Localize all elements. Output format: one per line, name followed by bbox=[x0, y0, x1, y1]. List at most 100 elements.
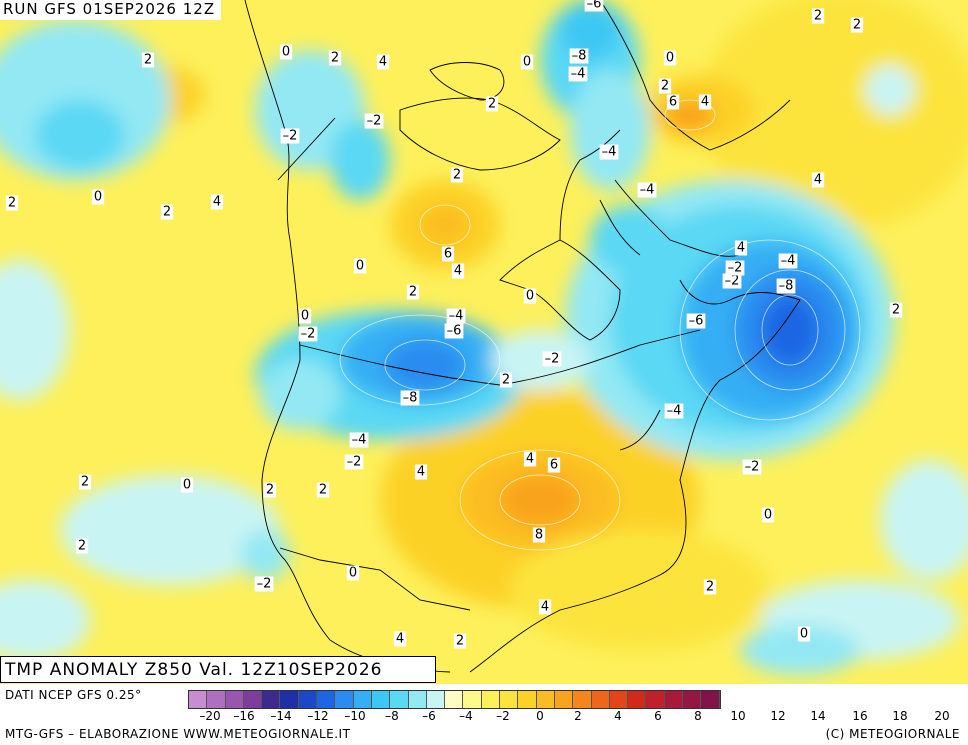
contour-value-label: –4 bbox=[664, 403, 684, 419]
svg-text:2: 2 bbox=[78, 539, 86, 554]
scale-tick-label: –12 bbox=[307, 709, 329, 723]
scale-tick-label: –16 bbox=[233, 709, 255, 723]
svg-text:2: 2 bbox=[488, 97, 496, 112]
svg-text:2: 2 bbox=[144, 53, 152, 68]
anomaly-field bbox=[0, 0, 968, 675]
svg-text:–4: –4 bbox=[352, 433, 367, 448]
credit-right: (C) METEOGIORNALE bbox=[825, 727, 960, 741]
svg-text:4: 4 bbox=[814, 173, 822, 188]
contour-value-label: –8 bbox=[776, 278, 796, 294]
svg-text:4: 4 bbox=[417, 465, 425, 480]
svg-text:–4: –4 bbox=[449, 309, 464, 324]
contour-value-label: 0 bbox=[663, 50, 677, 66]
contour-value-label: 2 bbox=[141, 52, 155, 68]
contour-value-label: 2 bbox=[450, 167, 464, 183]
scale-tick-label: –10 bbox=[344, 709, 366, 723]
contour-value-label: 2 bbox=[658, 78, 672, 94]
contour-value-label: 0 bbox=[346, 565, 360, 581]
contour-value-label: 2 bbox=[453, 633, 467, 649]
contour-value-label: 4 bbox=[698, 94, 712, 110]
svg-text:2: 2 bbox=[331, 51, 339, 66]
svg-text:2: 2 bbox=[661, 79, 669, 94]
scale-tick-label: 4 bbox=[614, 709, 622, 723]
svg-text:2: 2 bbox=[8, 196, 16, 211]
svg-text:2: 2 bbox=[81, 475, 89, 490]
color-swatch bbox=[335, 691, 354, 708]
svg-text:2: 2 bbox=[456, 634, 464, 649]
contour-value-label: 4 bbox=[451, 263, 465, 279]
svg-text:2: 2 bbox=[266, 483, 274, 498]
contour-value-label: 2 bbox=[263, 482, 277, 498]
scale-tick-label: 8 bbox=[694, 709, 702, 723]
color-swatch bbox=[207, 691, 226, 708]
svg-text:8: 8 bbox=[535, 528, 543, 543]
contour-value-label: –2 bbox=[344, 454, 364, 470]
color-swatch bbox=[683, 691, 702, 708]
credit-left: MTG-GFS – ELABORAZIONE WWW.METEOGIORNALE… bbox=[5, 727, 351, 741]
contour-value-label: 0 bbox=[520, 54, 534, 70]
color-swatch bbox=[518, 691, 537, 708]
svg-text:6: 6 bbox=[550, 458, 558, 473]
contour-value-label: –4 bbox=[599, 144, 619, 160]
svg-text:0: 0 bbox=[800, 627, 808, 642]
svg-text:–2: –2 bbox=[745, 460, 760, 475]
contour-value-label: –4 bbox=[446, 308, 466, 324]
contour-value-label: 2 bbox=[5, 195, 19, 211]
svg-text:0: 0 bbox=[356, 259, 364, 274]
color-swatch bbox=[463, 691, 482, 708]
svg-text:2: 2 bbox=[814, 9, 822, 24]
color-swatch bbox=[371, 691, 391, 708]
color-swatch bbox=[701, 691, 720, 708]
scale-tick-label: –8 bbox=[385, 709, 399, 723]
color-swatch bbox=[573, 691, 592, 708]
contour-value-label: 4 bbox=[523, 451, 537, 467]
scale-tick-label: –2 bbox=[496, 709, 510, 723]
contour-value-label: 0 bbox=[353, 258, 367, 274]
scale-tick-label: –6 bbox=[422, 709, 436, 723]
contour-value-label: –2 bbox=[722, 273, 742, 289]
color-swatch bbox=[280, 691, 299, 708]
color-swatch bbox=[536, 691, 555, 708]
contour-value-label: –4 bbox=[637, 182, 657, 198]
color-swatch bbox=[317, 691, 336, 708]
contour-value-label: 4 bbox=[393, 631, 407, 647]
scale-tick-label: –20 bbox=[199, 709, 221, 723]
svg-text:2: 2 bbox=[453, 168, 461, 183]
svg-text:2: 2 bbox=[853, 18, 861, 33]
contour-value-label: 4 bbox=[414, 464, 428, 480]
svg-text:–4: –4 bbox=[571, 67, 586, 82]
scale-tick-label: 20 bbox=[934, 709, 950, 723]
svg-text:–2: –2 bbox=[301, 327, 316, 342]
contour-value-label: 8 bbox=[532, 527, 546, 543]
svg-text:–2: –2 bbox=[728, 261, 743, 276]
svg-text:–2: –2 bbox=[725, 274, 740, 289]
color-swatch bbox=[445, 691, 464, 708]
contour-value-label: –2 bbox=[298, 326, 318, 342]
contour-value-label: –2 bbox=[542, 351, 562, 367]
contour-value-label: 2 bbox=[160, 204, 174, 220]
color-scale-bar bbox=[188, 690, 721, 709]
svg-text:4: 4 bbox=[396, 632, 404, 647]
contour-value-label: 2 bbox=[703, 579, 717, 595]
contour-value-label: –6 bbox=[584, 0, 604, 12]
svg-text:6: 6 bbox=[444, 247, 452, 262]
contour-value-label: –6 bbox=[686, 313, 706, 329]
svg-text:–4: –4 bbox=[667, 404, 682, 419]
color-swatch bbox=[390, 691, 409, 708]
contour-value-label: 4 bbox=[376, 54, 390, 70]
contour-value-label: 0 bbox=[298, 308, 312, 324]
svg-text:2: 2 bbox=[163, 205, 171, 220]
contour-value-label: 2 bbox=[485, 96, 499, 112]
contour-value-label: 0 bbox=[523, 288, 537, 304]
color-swatch bbox=[554, 691, 574, 708]
contour-value-label: 6 bbox=[441, 246, 455, 262]
scale-tick-label: 2 bbox=[574, 709, 582, 723]
contour-value-label: 2 bbox=[78, 474, 92, 490]
color-swatch bbox=[481, 691, 501, 708]
svg-text:–2: –2 bbox=[283, 129, 298, 144]
scale-tick-label: –14 bbox=[270, 709, 292, 723]
scale-tick-label: 16 bbox=[852, 709, 868, 723]
svg-text:–6: –6 bbox=[689, 314, 704, 329]
